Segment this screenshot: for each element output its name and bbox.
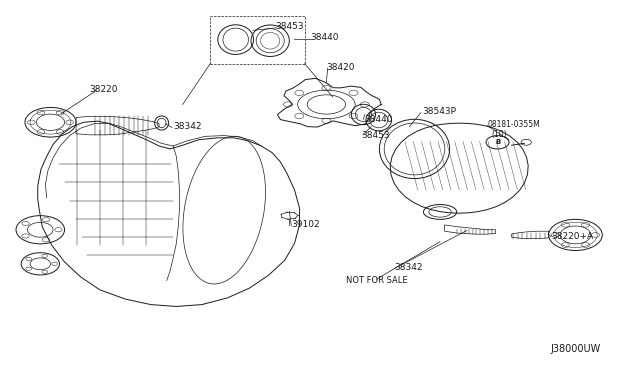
Text: 08181-0355M: 08181-0355M — [487, 121, 540, 129]
Text: NOT FOR SALE: NOT FOR SALE — [346, 276, 407, 285]
Text: 38220+A: 38220+A — [551, 231, 593, 241]
Text: 38342: 38342 — [173, 122, 202, 131]
Text: 38453: 38453 — [275, 22, 304, 31]
Text: (10): (10) — [491, 129, 507, 139]
Text: 38420: 38420 — [326, 63, 355, 72]
Text: 38543P: 38543P — [422, 108, 456, 116]
Text: 38440: 38440 — [310, 33, 339, 42]
Text: 38220: 38220 — [89, 85, 117, 94]
Text: 38440: 38440 — [365, 115, 393, 124]
Text: 39102: 39102 — [291, 221, 320, 230]
Text: 38453: 38453 — [362, 131, 390, 141]
Text: 38342: 38342 — [395, 263, 423, 272]
Text: B: B — [495, 139, 500, 145]
Text: J38000UW: J38000UW — [551, 344, 601, 354]
